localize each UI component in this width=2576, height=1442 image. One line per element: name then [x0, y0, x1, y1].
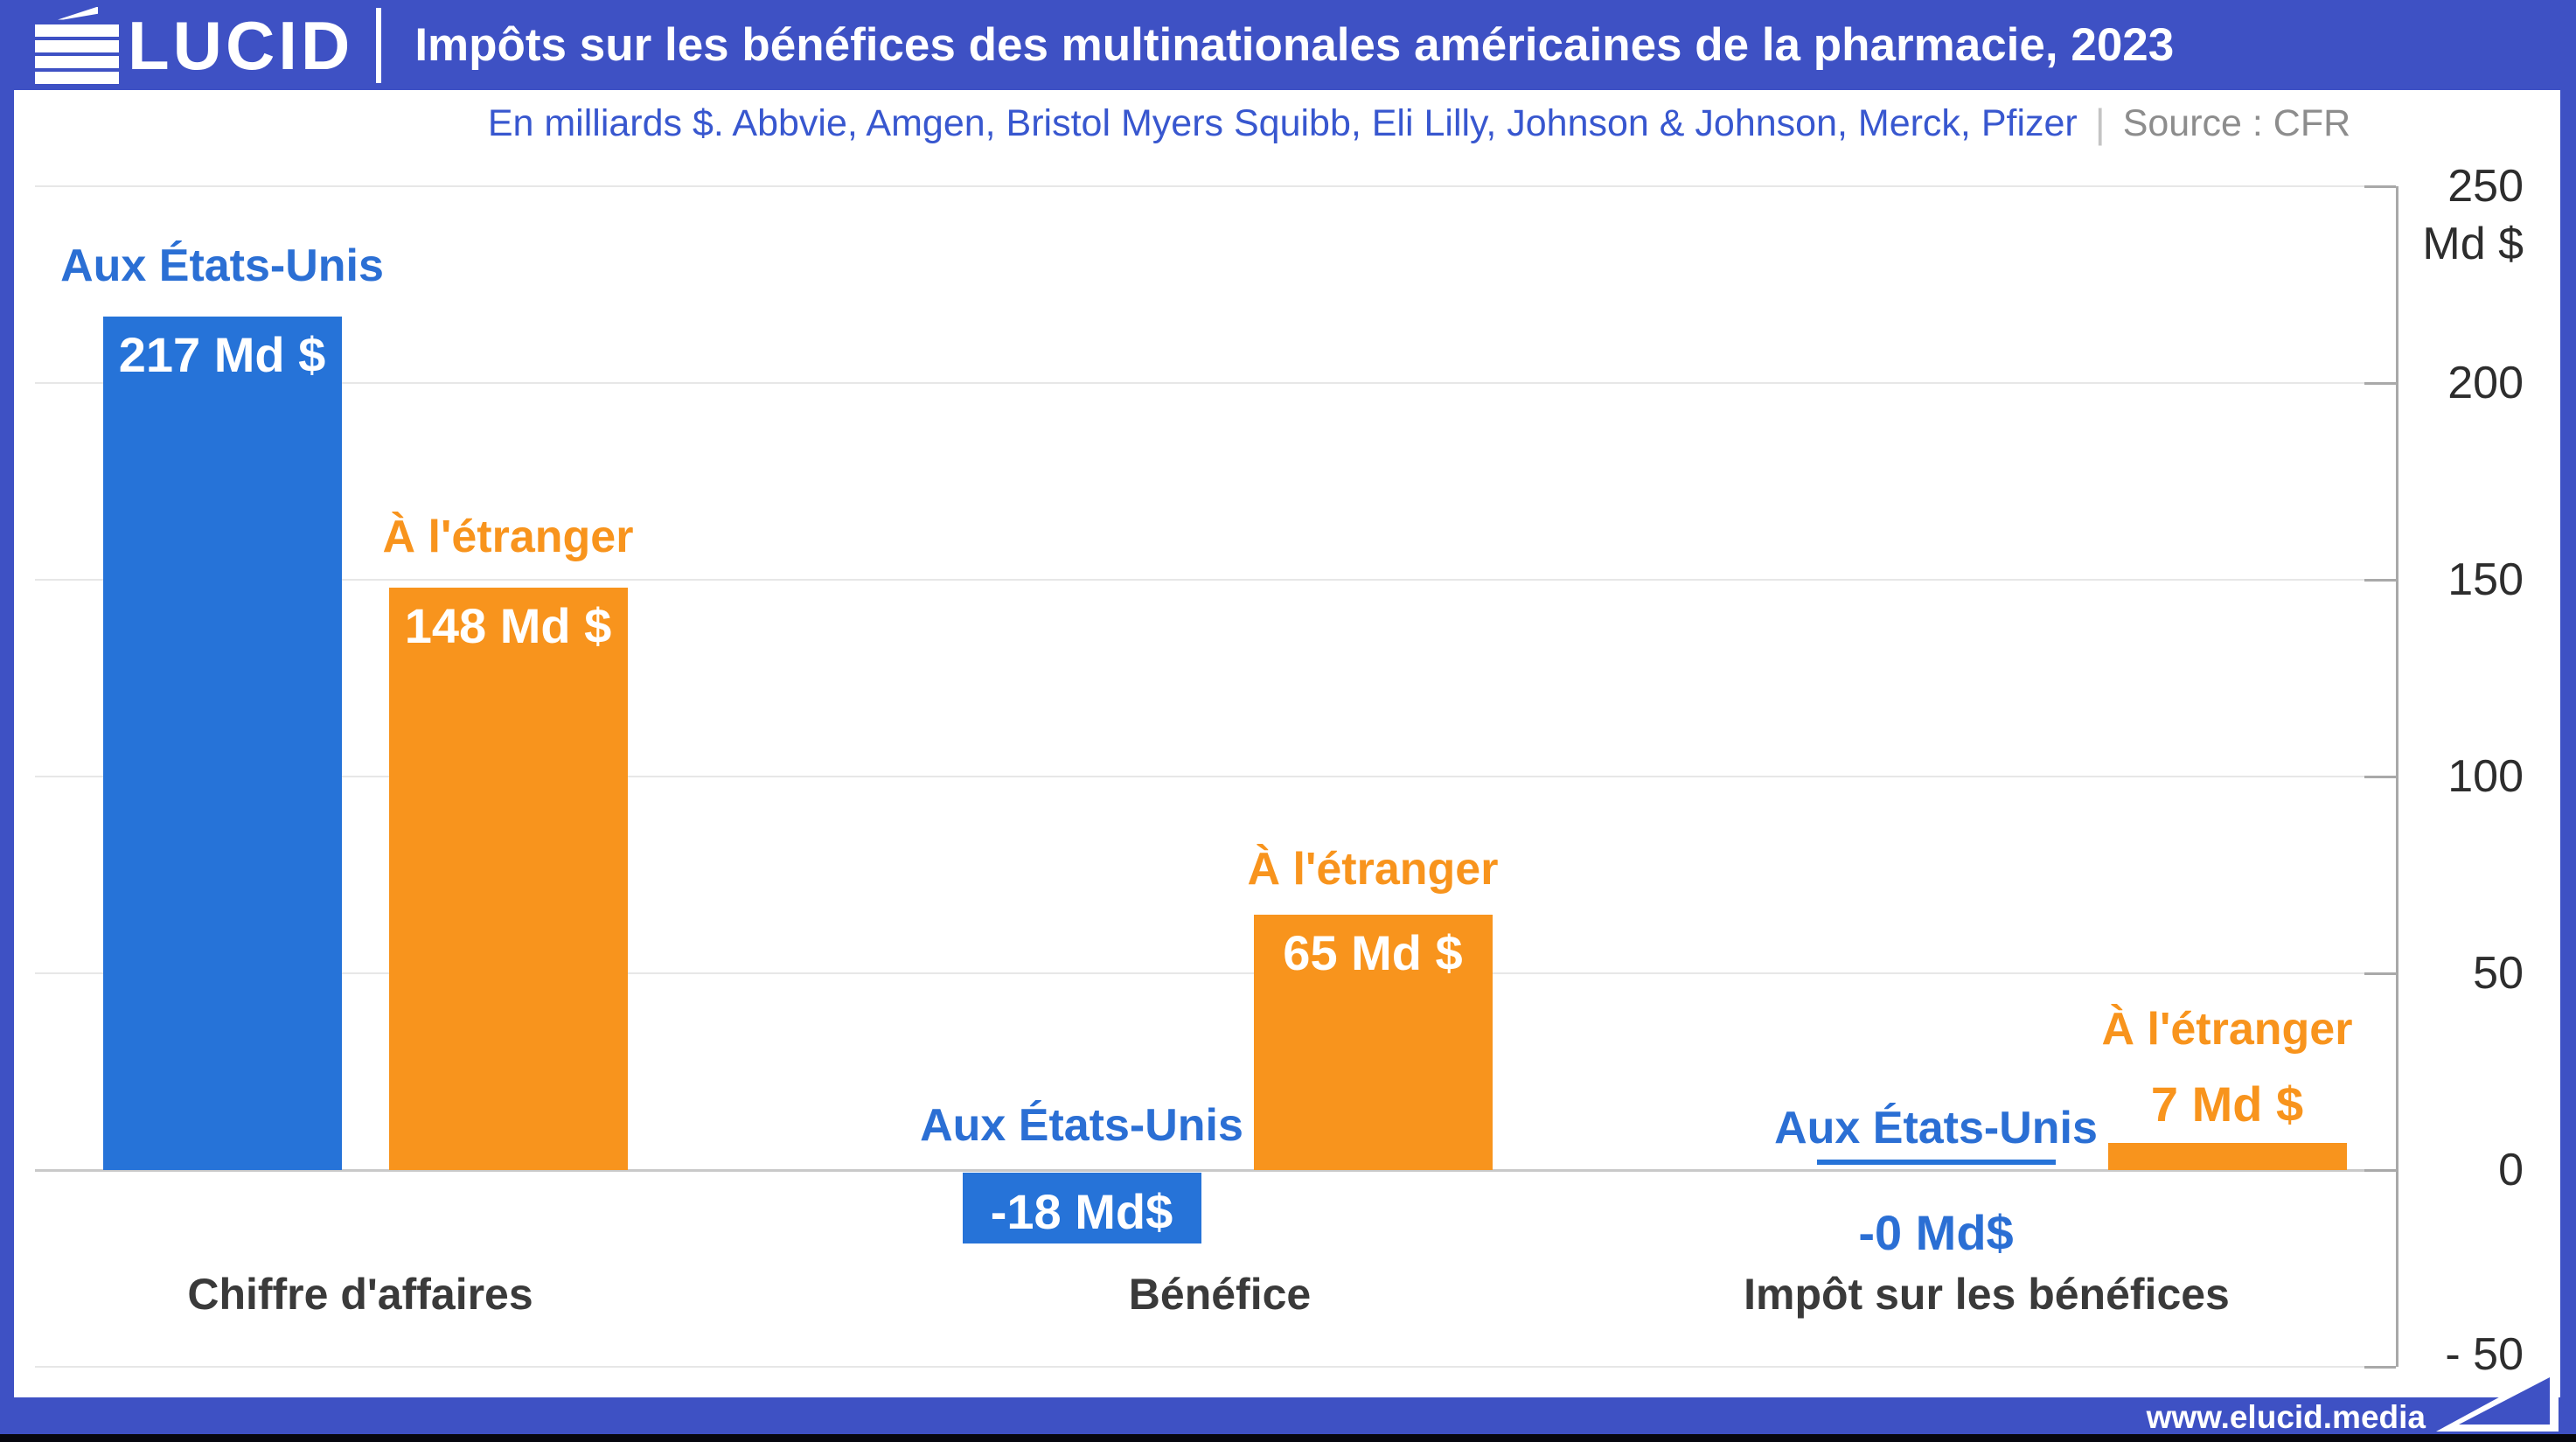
axis-label-50: 50 [2473, 948, 2524, 999]
footer-bar: www.elucid.media [0, 1397, 2576, 1435]
header-divider [376, 7, 382, 83]
value-label-a-l-etranger-0: 148 Md $ [404, 598, 612, 653]
series-label-aux-etats-unis-1: Aux États-Unis [920, 1100, 1243, 1151]
frame-right [2560, 0, 2576, 1442]
axis-label-0: 0 [2498, 1145, 2524, 1195]
gridline--50 [35, 1366, 2396, 1368]
series-label-a-l-etranger-2: À l'étranger [2101, 1003, 2353, 1055]
gridline-100 [35, 776, 2396, 777]
logo-e-icon [35, 5, 119, 86]
bar-aux-etats-unis-chiffre-d-affaires [102, 316, 342, 1170]
bottom-strip [0, 1434, 2576, 1442]
frame-left [0, 0, 14, 1442]
category-label-chiffre-d-affaires: Chiffre d'affaires [187, 1270, 533, 1319]
header-bar: LUCID Impôts sur les bénéfices des multi… [0, 0, 2576, 90]
zero-gridline [35, 1169, 2396, 1172]
footer-site-url: www.elucid.media [2146, 1399, 2426, 1435]
axis-label-150: 150 [2447, 554, 2524, 605]
axis-tick-200 [2364, 382, 2396, 385]
axis-label-200: 200 [2447, 358, 2524, 408]
gridline-250 [35, 185, 2396, 187]
value-label-a-l-etranger-1: 65 Md $ [1283, 924, 1463, 980]
axis-tick--50 [2364, 1366, 2396, 1369]
axis-tick-50 [2364, 972, 2396, 975]
series-label-aux-etats-unis-0: Aux États-Unis [60, 240, 384, 291]
axis-tick-0 [2364, 1169, 2396, 1172]
category-label-benefice: Bénéfice [1128, 1270, 1312, 1319]
axis-unit-label: Md $ [2422, 219, 2524, 269]
axis-label-250: 250 [2447, 161, 2524, 212]
y-axis-line [2396, 186, 2398, 1367]
axis-label-100: 100 [2447, 751, 2524, 802]
elucid-logo: LUCID [35, 5, 353, 86]
gridline-200 [35, 382, 2396, 384]
subtitle-text: En milliards $. Abbvie, Amgen, Bristol M… [487, 101, 2078, 144]
source-label: Source : CFR [2122, 101, 2351, 144]
series-label-a-l-etranger-0: À l'étranger [382, 512, 634, 562]
gridline-50 [35, 972, 2396, 974]
axis-tick-250 [2364, 185, 2396, 188]
bar-aux-etats-unis-impot-sur-les-benefices [1816, 1160, 2056, 1165]
series-label-a-l-etranger-1: À l'étranger [1247, 843, 1499, 895]
series-label-aux-etats-unis-2: Aux États-Unis [1774, 1103, 2098, 1153]
logo-text: LUCID [128, 6, 354, 84]
axis-tick-100 [2364, 776, 2396, 778]
bar-aux-etats-unis-benefice [962, 1173, 1201, 1243]
page-title: Impôts sur les bénéfices des multination… [414, 19, 2175, 71]
bar-a-l-etranger-chiffre-d-affaires [388, 588, 628, 1170]
axis-tick-150 [2364, 579, 2396, 582]
value-label-aux-etats-unis-1: -18 Md$ [990, 1184, 1173, 1239]
gridline-150 [35, 579, 2396, 581]
value-label-aux-etats-unis-2: -0 Md$ [1858, 1205, 2014, 1260]
category-label-impot-sur-les-benefices: Impôt sur les bénéfices [1744, 1270, 2230, 1319]
value-label-aux-etats-unis-0: 217 Md $ [118, 326, 326, 382]
bar-a-l-etranger-benefice [1253, 914, 1493, 1170]
axis-label--50: - 50 [2445, 1329, 2524, 1380]
subtitle-row: En milliards $. Abbvie, Amgen, Bristol M… [262, 90, 2576, 157]
value-label-a-l-etranger-2: 7 Md $ [2150, 1076, 2304, 1132]
bar-a-l-etranger-impot-sur-les-benefices [2107, 1142, 2347, 1170]
subtitle-separator: | [2094, 101, 2106, 146]
